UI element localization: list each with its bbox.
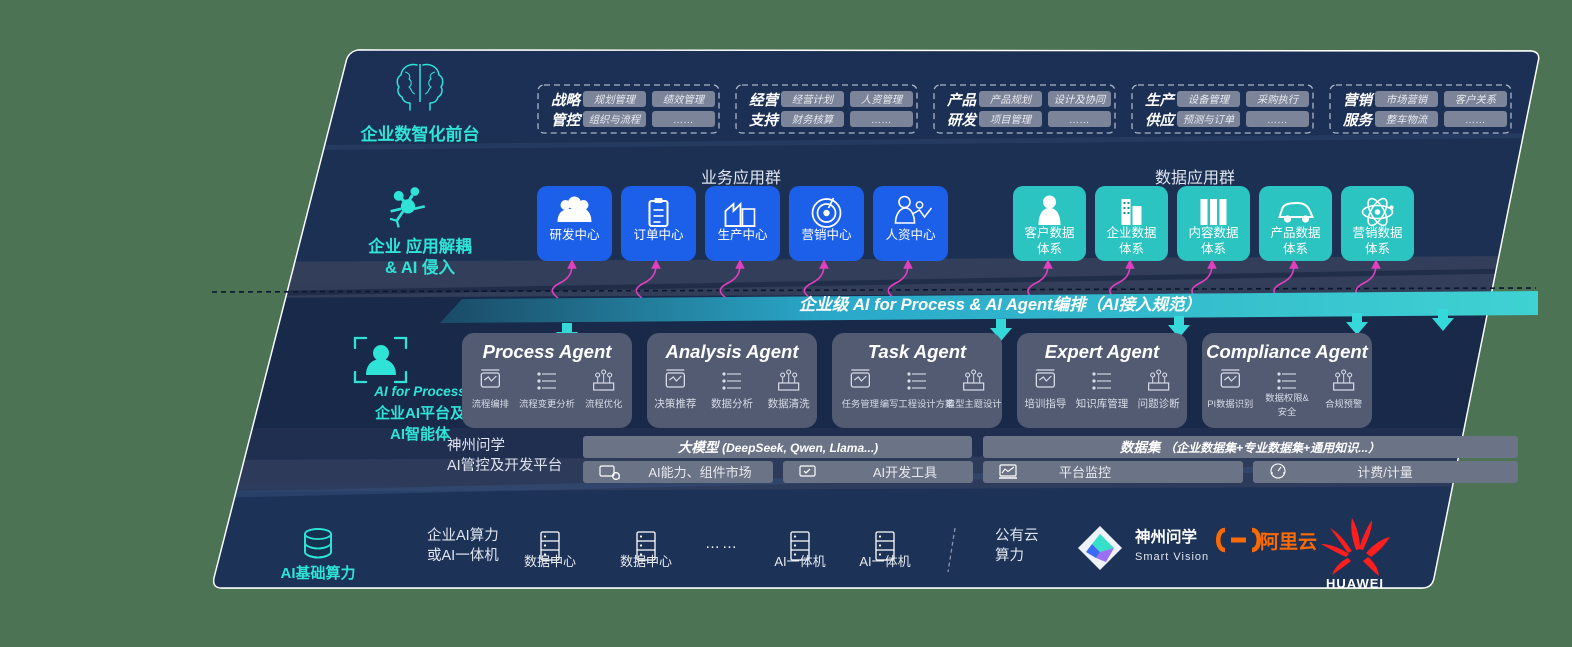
svg-text:战略: 战略 (551, 92, 582, 109)
svg-text:营销中心: 营销中心 (801, 227, 852, 242)
svg-text:业务应用群: 业务应用群 (701, 168, 781, 187)
svg-text:财务核算: 财务核算 (792, 114, 835, 126)
svg-text:……: …… (871, 115, 892, 126)
svg-text:体系: 体系 (1119, 242, 1144, 256)
svg-text:……: …… (1465, 115, 1486, 126)
svg-text:任务管理: 任务管理 (842, 398, 879, 409)
svg-text:Expert Agent: Expert Agent (1045, 341, 1160, 362)
svg-text:AI基础算力: AI基础算力 (280, 564, 355, 582)
svg-text:造型主题设计: 造型主题设计 (946, 398, 1002, 409)
svg-text:订单中心: 订单中心 (633, 227, 684, 242)
svg-text:流程编排: 流程编排 (472, 398, 509, 409)
svg-text:培训指导: 培训指导 (1024, 397, 1066, 410)
svg-text:产品: 产品 (946, 92, 977, 109)
svg-text:Analysis Agent: Analysis Agent (665, 341, 800, 362)
svg-text:采购执行: 采购执行 (1257, 94, 1300, 106)
svg-text:企业级 AI for Process & AI Agent编: 企业级 AI for Process & AI Agent编排（AI接入规范） (799, 295, 1201, 314)
svg-text:神州问学: 神州问学 (1135, 527, 1197, 546)
svg-text:数据应用群: 数据应用群 (1155, 168, 1235, 187)
svg-text:大模型 (DeepSeek, Qwen, Llama...): 大模型 (DeepSeek, Qwen, Llama...) (678, 440, 878, 455)
svg-text:AI管控及开发平台: AI管控及开发平台 (447, 457, 562, 474)
svg-text:平台监控: 平台监控 (1059, 465, 1111, 480)
svg-text:神州问学: 神州问学 (447, 437, 505, 454)
svg-text:或AI一体机: 或AI一体机 (427, 547, 499, 564)
svg-text:组织与流程: 组织与流程 (589, 114, 642, 126)
svg-text:设备管理: 设备管理 (1188, 94, 1231, 106)
svg-text:……: …… (1267, 115, 1288, 126)
svg-text:Smart Vision: Smart Vision (1135, 551, 1209, 563)
svg-text:安全: 安全 (1278, 406, 1297, 417)
svg-text:流程优化: 流程优化 (585, 398, 622, 409)
svg-text:支持: 支持 (749, 112, 780, 129)
svg-text:……: …… (673, 115, 694, 126)
svg-text:营销: 营销 (1343, 92, 1375, 109)
svg-text:企业AI算力: 企业AI算力 (427, 526, 499, 544)
svg-text:AI开发工具: AI开发工具 (873, 465, 937, 480)
svg-text:编写工程设计方案: 编写工程设计方案 (880, 398, 955, 409)
svg-text:规划管理: 规划管理 (594, 94, 637, 106)
svg-text:体系: 体系 (1283, 242, 1308, 256)
svg-text:人资管理: 人资管理 (861, 94, 904, 106)
svg-text:项目管理: 项目管理 (990, 114, 1033, 126)
svg-text:服务: 服务 (1342, 112, 1374, 129)
svg-text:预测与订单: 预测与订单 (1183, 114, 1235, 126)
svg-text:问题诊断: 问题诊断 (1138, 397, 1180, 410)
svg-text:HUAWEI: HUAWEI (1326, 576, 1384, 591)
svg-text:计费/计量: 计费/计量 (1357, 465, 1413, 480)
svg-text:& AI 侵入: & AI 侵入 (385, 257, 455, 277)
svg-text:研发中心: 研发中心 (549, 227, 600, 242)
svg-text:绩效管理: 绩效管理 (663, 94, 706, 106)
svg-text:AI能力、组件市场: AI能力、组件市场 (648, 465, 751, 480)
svg-text:生产中心: 生产中心 (717, 227, 768, 242)
svg-text:人资中心: 人资中心 (885, 227, 936, 242)
svg-text:经营: 经营 (749, 92, 780, 109)
svg-text:Process Agent: Process Agent (483, 341, 613, 362)
svg-text:客户关系: 客户关系 (1455, 94, 1497, 106)
svg-text:数据权限&: 数据权限& (1265, 392, 1309, 403)
svg-text:知识库管理: 知识库管理 (1076, 397, 1129, 410)
svg-text:决策推荐: 决策推荐 (654, 397, 696, 410)
svg-text:企业 应用解耦: 企业 应用解耦 (367, 236, 472, 256)
svg-text:市场营销: 市场营销 (1386, 94, 1429, 106)
svg-text:研发: 研发 (947, 112, 978, 129)
svg-text:体系: 体系 (1037, 242, 1062, 256)
svg-text:……: …… (705, 535, 739, 552)
svg-text:PI数据识别: PI数据识别 (1207, 398, 1253, 409)
svg-text:Task Agent: Task Agent (868, 341, 967, 362)
svg-text:数据集 （企业数据集+专业数据集+通用知识...）: 数据集 （企业数据集+专业数据集+通用知识...） (1120, 440, 1380, 455)
svg-text:数据分析: 数据分析 (711, 397, 753, 410)
svg-text:经营计划: 经营计划 (792, 94, 835, 106)
svg-text:数据中心: 数据中心 (620, 554, 672, 569)
svg-text:Compliance Agent: Compliance Agent (1206, 341, 1369, 362)
svg-text:供应: 供应 (1145, 112, 1176, 129)
svg-text:……: …… (1069, 115, 1090, 126)
svg-text:营销数据: 营销数据 (1352, 225, 1402, 240)
svg-text:AI一体机: AI一体机 (859, 554, 910, 569)
svg-text:企业AI平台及: 企业AI平台及 (374, 404, 466, 422)
svg-text:设计及协同: 设计及协同 (1054, 94, 1107, 106)
svg-text:客户数据: 客户数据 (1024, 225, 1074, 240)
svg-text:体系: 体系 (1365, 242, 1390, 256)
svg-text:AI智能体: AI智能体 (390, 425, 451, 443)
svg-text:体系: 体系 (1201, 242, 1226, 256)
svg-text:整车物流: 整车物流 (1386, 114, 1429, 126)
svg-text:内容数据: 内容数据 (1188, 225, 1238, 240)
svg-text:产品数据: 产品数据 (1270, 225, 1320, 240)
svg-text:数据清洗: 数据清洗 (768, 397, 810, 410)
svg-text:企业数智化前台: 企业数智化前台 (360, 124, 480, 144)
svg-text:生产: 生产 (1145, 92, 1176, 109)
svg-text:产品规划: 产品规划 (990, 94, 1033, 106)
svg-text:算力: 算力 (995, 547, 1024, 564)
svg-text:阿里云: 阿里云 (1260, 531, 1317, 553)
svg-text:公有云: 公有云 (995, 527, 1039, 544)
svg-text:合规预警: 合规预警 (1325, 398, 1362, 409)
svg-text:AI for Process: AI for Process (373, 384, 466, 399)
svg-text:流程变更分析: 流程变更分析 (519, 398, 575, 409)
svg-text:AI一体机: AI一体机 (774, 554, 825, 569)
svg-text:企业数据: 企业数据 (1106, 225, 1156, 240)
svg-text:管控: 管控 (551, 112, 582, 129)
svg-text:数据中心: 数据中心 (524, 554, 576, 569)
